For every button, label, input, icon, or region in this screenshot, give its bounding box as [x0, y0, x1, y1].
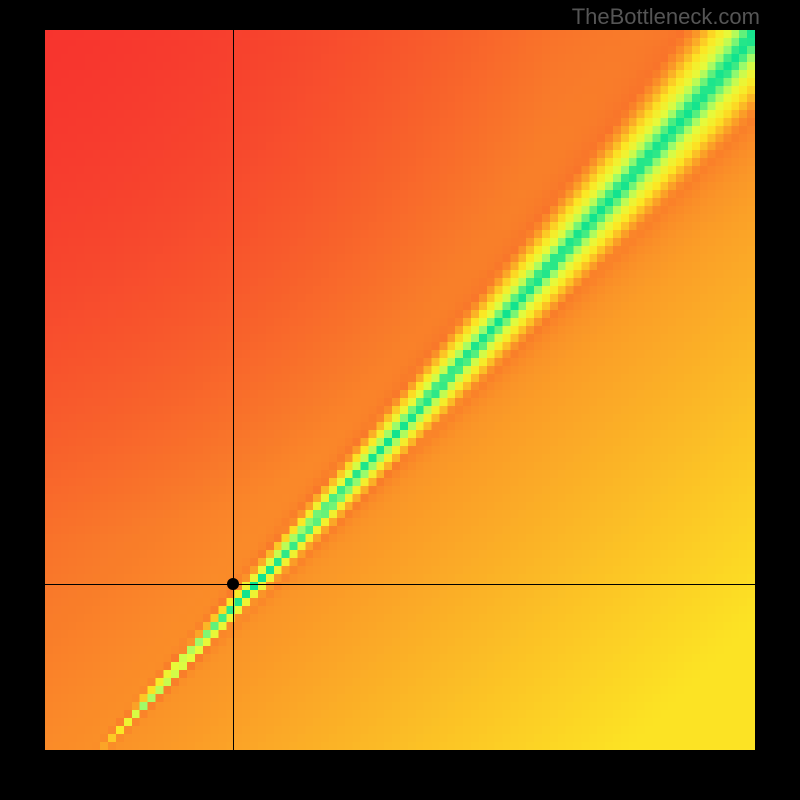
marker-dot — [227, 578, 239, 590]
crosshair-horizontal — [45, 584, 755, 585]
crosshair-vertical — [233, 30, 234, 750]
heatmap-frame — [45, 30, 755, 750]
bottleneck-heatmap — [45, 30, 755, 750]
watermark-text: TheBottleneck.com — [572, 4, 760, 30]
